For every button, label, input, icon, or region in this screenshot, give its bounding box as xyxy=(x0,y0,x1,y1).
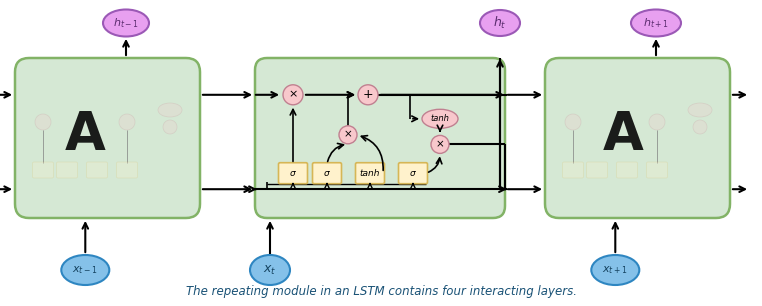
Ellipse shape xyxy=(422,109,458,128)
Ellipse shape xyxy=(250,255,290,285)
Text: ×: × xyxy=(288,90,298,100)
FancyBboxPatch shape xyxy=(356,163,385,184)
FancyBboxPatch shape xyxy=(87,162,107,178)
Text: A: A xyxy=(65,109,106,161)
FancyBboxPatch shape xyxy=(312,163,341,184)
Circle shape xyxy=(35,114,51,130)
Text: tanh: tanh xyxy=(360,169,380,178)
FancyBboxPatch shape xyxy=(56,162,78,178)
FancyBboxPatch shape xyxy=(562,162,584,178)
Text: $h_t$: $h_t$ xyxy=(493,15,507,31)
Circle shape xyxy=(339,126,357,144)
FancyBboxPatch shape xyxy=(545,58,730,218)
Text: $h_{t-1}$: $h_{t-1}$ xyxy=(113,16,139,30)
Text: $x_{t-1}$: $x_{t-1}$ xyxy=(72,264,98,276)
Text: $x_{t+1}$: $x_{t+1}$ xyxy=(603,264,628,276)
Circle shape xyxy=(431,135,449,153)
Circle shape xyxy=(693,120,707,134)
FancyBboxPatch shape xyxy=(646,162,668,178)
Text: $h_{t+1}$: $h_{t+1}$ xyxy=(643,16,669,30)
FancyBboxPatch shape xyxy=(15,58,200,218)
Ellipse shape xyxy=(158,103,182,117)
Ellipse shape xyxy=(480,10,520,36)
Text: A: A xyxy=(602,109,643,161)
Text: ×: × xyxy=(436,140,444,149)
Ellipse shape xyxy=(103,9,149,36)
Ellipse shape xyxy=(688,103,712,117)
Ellipse shape xyxy=(631,9,681,36)
Ellipse shape xyxy=(591,255,639,285)
Text: ×: × xyxy=(344,130,352,140)
FancyBboxPatch shape xyxy=(587,162,607,178)
Circle shape xyxy=(119,114,135,130)
Text: σ: σ xyxy=(324,169,330,178)
Text: σ: σ xyxy=(290,169,296,178)
Text: +: + xyxy=(363,88,373,101)
Ellipse shape xyxy=(61,255,109,285)
FancyBboxPatch shape xyxy=(278,163,308,184)
Circle shape xyxy=(163,120,177,134)
Text: The repeating module in an LSTM contains four interacting layers.: The repeating module in an LSTM contains… xyxy=(185,285,577,298)
Text: $x_t$: $x_t$ xyxy=(264,263,277,277)
Circle shape xyxy=(358,85,378,105)
Circle shape xyxy=(649,114,665,130)
FancyBboxPatch shape xyxy=(255,58,505,218)
FancyBboxPatch shape xyxy=(33,162,53,178)
Text: tanh: tanh xyxy=(431,114,450,123)
FancyBboxPatch shape xyxy=(616,162,638,178)
Text: σ: σ xyxy=(410,169,416,178)
FancyBboxPatch shape xyxy=(399,163,427,184)
Circle shape xyxy=(283,85,303,105)
Circle shape xyxy=(565,114,581,130)
FancyBboxPatch shape xyxy=(117,162,137,178)
